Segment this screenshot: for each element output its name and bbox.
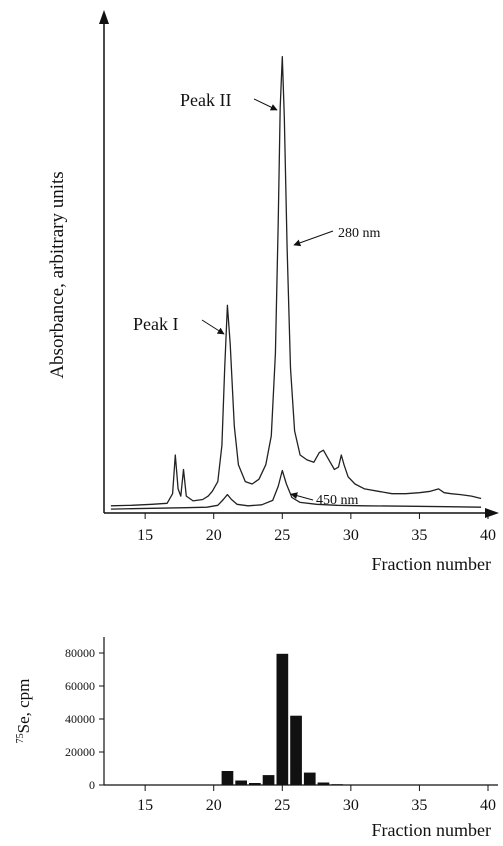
bar-fraction-29 (331, 784, 343, 785)
selenium-chart: 0 20000 40000 60000 80000 15 20 25 30 35 40 75Se,… (14, 637, 498, 840)
annotation-280nm: 280 nm (338, 226, 381, 241)
annotation-450nm-arrow (290, 492, 314, 501)
bar-fraction-25 (276, 653, 289, 785)
selenium-bars (207, 653, 343, 786)
bottom-x-tick-label: 30 (343, 797, 359, 814)
bar-fraction-24 (262, 775, 275, 785)
top-x-axis-label: Fraction number (372, 554, 491, 574)
top-x-tick-label: 35 (411, 527, 427, 544)
absorbance-chart: 15 20 25 30 35 40 Absorbance, arbitrary units… (47, 10, 499, 574)
bottom-y-tick-label: 0 (89, 778, 95, 792)
top-x-axis-arrow (485, 508, 499, 518)
bar-fraction-23 (249, 783, 261, 785)
bar-fraction-21 (221, 771, 234, 785)
bar-fraction-27 (303, 772, 316, 785)
bar-fraction-20 (207, 784, 220, 786)
bottom-x-axis-label: Fraction number (372, 820, 491, 840)
bar-fraction-26 (290, 715, 302, 785)
bottom-y-tick-label: 80000 (65, 646, 95, 660)
top-x-tick-label: 15 (137, 527, 153, 544)
absorbance-series (110, 55, 482, 510)
bottom-y-tick-label: 40000 (65, 712, 95, 726)
series-line-280nm (110, 55, 482, 507)
bottom-y-axis-label-text: Se, cpm (14, 679, 33, 734)
top-y-axis-arrow (99, 10, 109, 24)
bottom-x-tick-label: 15 (137, 797, 153, 814)
bottom-x-ticks: 15 20 25 30 35 40 (137, 785, 496, 814)
annotation-peak-i-arrow (201, 319, 225, 335)
annotation-280nm-arrow (293, 230, 334, 247)
annotation-450nm: 450 nm (316, 493, 359, 508)
series-line-450nm (110, 469, 482, 510)
bar-fraction-28 (317, 782, 330, 785)
bottom-x-tick-label: 40 (480, 797, 496, 814)
top-x-ticks: 15 20 25 30 35 40 (137, 513, 496, 544)
bottom-x-tick-label: 35 (411, 797, 427, 814)
bar-fraction-22 (235, 780, 247, 785)
top-x-tick-label: 30 (343, 527, 359, 544)
top-y-axis-label: Absorbance, arbitrary units (47, 171, 68, 378)
annotation-peak-ii-arrow (253, 98, 278, 111)
bottom-y-axis-label-superscript: 75 (15, 733, 26, 743)
annotation-peak-ii: Peak II (180, 90, 231, 110)
top-x-tick-label: 20 (206, 527, 222, 544)
annotation-peak-i: Peak I (133, 314, 178, 334)
bottom-x-tick-label: 20 (206, 797, 222, 814)
top-x-tick-label: 40 (480, 527, 496, 544)
bottom-x-tick-label: 25 (274, 797, 290, 814)
bottom-y-axis-label: 75Se, cpm (14, 679, 33, 744)
bottom-y-ticks: 0 20000 40000 60000 80000 (65, 646, 104, 792)
top-x-tick-label: 25 (274, 527, 290, 544)
bottom-y-tick-label: 60000 (65, 679, 95, 693)
bottom-y-tick-label: 20000 (65, 745, 95, 759)
